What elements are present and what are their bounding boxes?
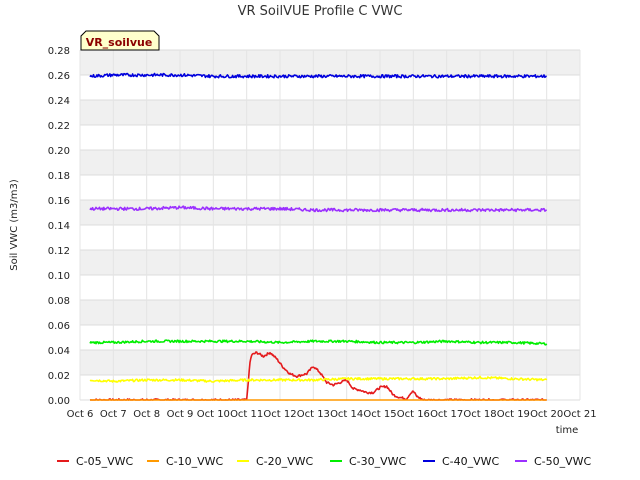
- chart-title: VR SoilVUE Profile C VWC: [238, 4, 403, 19]
- grid-band: [80, 200, 580, 225]
- x-tick-label: Oct 19: [497, 409, 530, 420]
- x-tick-label: Oct 14: [330, 409, 363, 420]
- y-tick-label: 0.02: [48, 371, 70, 382]
- x-tick-label: Oct 9: [167, 409, 194, 420]
- badge-box: [80, 30, 160, 51]
- y-tick-label: 0.16: [48, 196, 70, 207]
- x-tick-label: Oct 6: [67, 409, 94, 420]
- y-tick-label: 0.24: [48, 96, 70, 107]
- legend-label: C-40_VWC: [442, 455, 500, 468]
- y-tick-label: 0.18: [48, 171, 70, 182]
- grid-band: [80, 300, 580, 325]
- y-axis-ticks: 0.00 0.02 0.04 0.06 0.08 0.10 0.12 0.14 0.16 0.18…: [48, 46, 70, 407]
- grid-band: [80, 100, 580, 125]
- x-tick-label: Oct 11: [230, 409, 263, 420]
- grid-band: [80, 150, 580, 175]
- series-line-c-30-vwc: [89, 339, 548, 346]
- x-tick-label: Oct 17: [430, 409, 463, 420]
- legend-label: C-05_VWC: [76, 455, 134, 468]
- y-tick-label: 0.26: [48, 71, 70, 82]
- x-tick-label: Oct 15: [363, 409, 396, 420]
- y-axis-title: Soil VWC (m3/m3): [9, 179, 20, 271]
- x-tick-label: Oct 10: [197, 409, 230, 420]
- y-tick-label: 0.04: [48, 346, 70, 357]
- badge: VR_soilvue: [80, 30, 160, 51]
- y-tick-label: 0.14: [48, 221, 70, 232]
- grid-band: [80, 50, 580, 75]
- y-tick-label: 0.20: [48, 146, 70, 157]
- x-tick-label: Oct 7: [100, 409, 127, 420]
- legend-label: C-50_VWC: [534, 455, 592, 468]
- plot-series: [89, 72, 548, 401]
- legend: C-05_VWC C-10_VWC C-20_VWC C-30_VWC C-40_VWC…: [57, 455, 592, 468]
- y-tick-label: 0.06: [48, 321, 70, 332]
- x-tick-label: Oct 12: [263, 409, 296, 420]
- x-axis-title: time: [556, 425, 579, 436]
- series-line-c-50-vwc: [89, 205, 548, 213]
- legend-label: C-20_VWC: [256, 455, 314, 468]
- x-tick-label: Oct 16: [397, 409, 430, 420]
- series-line-c-40-vwc: [89, 72, 547, 79]
- y-tick-label: 0.12: [48, 246, 70, 257]
- y-tick-label: 0.00: [48, 396, 70, 407]
- grid-band: [80, 350, 580, 375]
- legend-label: C-10_VWC: [166, 455, 224, 468]
- y-tick-label: 0.22: [48, 121, 70, 132]
- badge-label: VR_soilvue: [86, 36, 153, 49]
- x-tick-label: Oct 18: [463, 409, 496, 420]
- x-axis-ticks: Oct 6 Oct 7 Oct 8 Oct 9 Oct 10 Oct 11 Oct 12 Oc…: [67, 409, 597, 420]
- x-tick-label: Oct 8: [133, 409, 160, 420]
- grid-band: [80, 250, 580, 275]
- x-tick-label: Oct 13: [297, 409, 330, 420]
- y-tick-label: 0.10: [48, 271, 70, 282]
- x-tick-label: Oct 20: [530, 409, 563, 420]
- legend-label: C-30_VWC: [349, 455, 407, 468]
- y-tick-label: 0.28: [48, 46, 70, 57]
- x-tick-label: Oct 21: [563, 409, 596, 420]
- series-line-c-20-vwc: [89, 375, 548, 383]
- y-tick-label: 0.08: [48, 296, 70, 307]
